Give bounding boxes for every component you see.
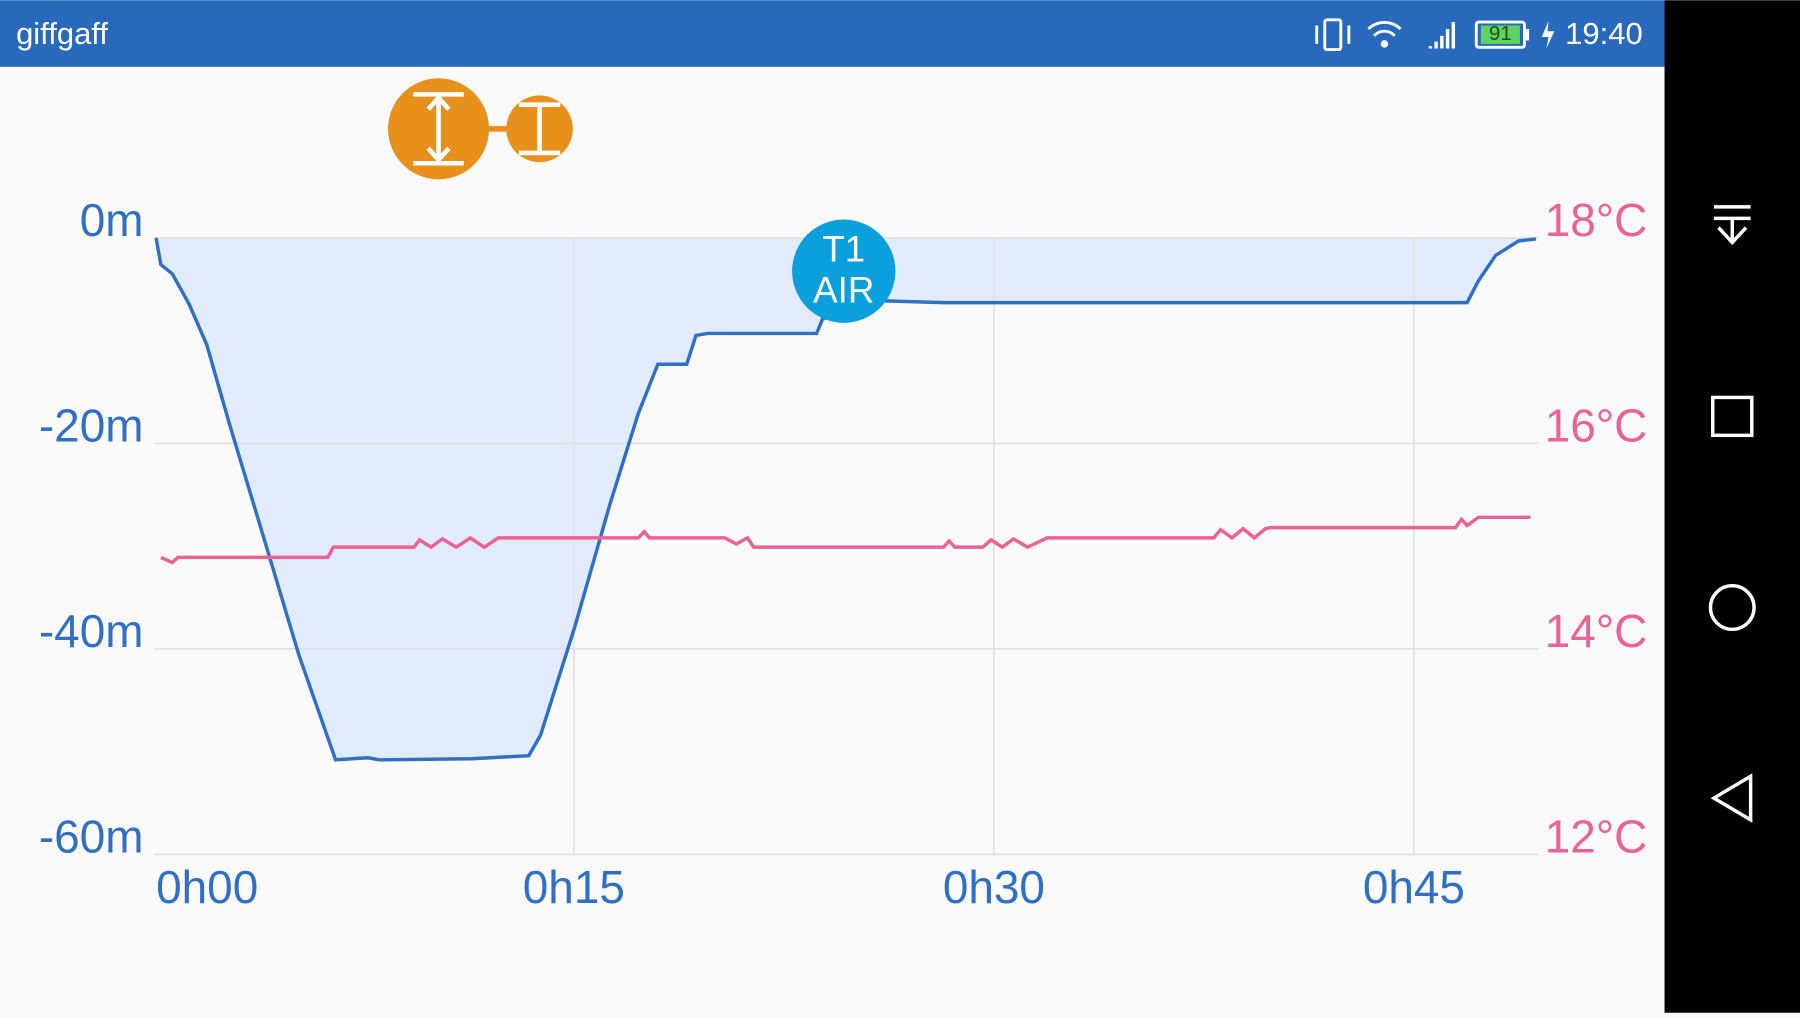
x-tick-label: 0h45 [1363,861,1465,913]
y2-tick-label: 14°C [1545,605,1648,657]
y-tick-label: -60m [39,811,144,863]
marker-label: T1 [822,228,865,269]
marker-label: AIR [813,270,874,311]
y-tick-label: -40m [39,605,144,657]
depth-line [154,237,1537,762]
area [156,237,1536,760]
clock: 19:40 [1565,16,1643,51]
menu-button[interactable] [1713,205,1751,246]
temperature-line [160,515,1531,565]
battery-level: 91 [1489,22,1512,45]
x-tick-label: 0h15 [523,861,625,913]
y2-tick-label: 16°C [1545,400,1648,452]
y-tick-label: 0m [80,194,144,246]
y2-tick-label: 12°C [1545,811,1648,863]
range-tool[interactable] [388,78,573,180]
recents-button[interactable] [1711,395,1754,438]
status-icons [1315,18,1555,52]
carrier: giffgaff [16,16,108,51]
x-tick-label: 0h00 [156,861,258,913]
x-tick-label: 0h30 [943,861,1045,913]
nav-bar [1664,0,1800,1013]
status-bar [0,0,1665,67]
marker-circle [792,219,896,323]
back-button[interactable] [1710,773,1753,823]
y2-tick-label: 18°C [1545,194,1648,246]
home-button[interactable] [1708,583,1756,632]
y-tick-label: -20m [39,400,144,452]
nav-icons [1708,205,1756,823]
